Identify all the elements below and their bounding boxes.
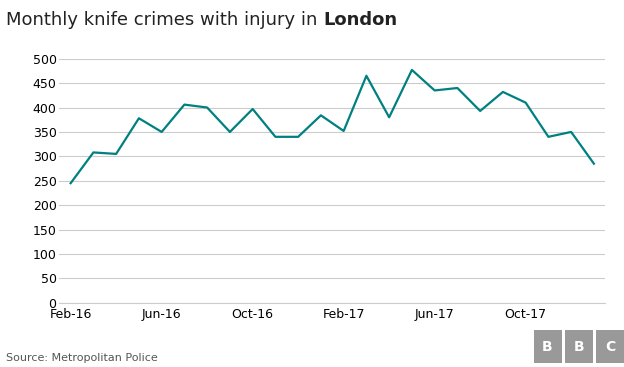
Text: Source: Metropolitan Police: Source: Metropolitan Police [6, 353, 158, 363]
Text: B: B [573, 340, 584, 354]
Text: London: London [323, 11, 397, 29]
Text: B: B [542, 340, 553, 354]
Text: Monthly knife crimes with injury in: Monthly knife crimes with injury in [6, 11, 323, 29]
Text: C: C [605, 340, 615, 354]
